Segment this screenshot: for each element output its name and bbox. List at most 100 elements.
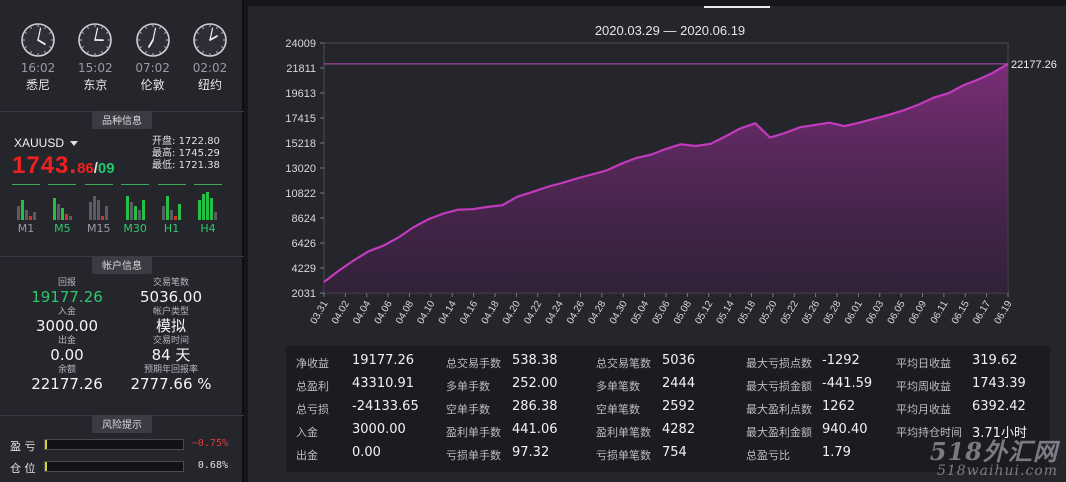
timeframe-label: H1	[163, 222, 180, 235]
risk-label: 仓 位	[10, 462, 36, 475]
open-label: 开盘:	[152, 136, 176, 147]
account-key: 入金	[57, 307, 76, 317]
stat-key: 空单笔数	[596, 403, 640, 416]
strength-bars	[121, 184, 150, 220]
strength-bar	[93, 196, 97, 220]
account-key: 帐户类型	[152, 307, 189, 317]
clock-0: 16:02 悉尼	[16, 22, 60, 102]
x-tick-label: 06.03	[864, 299, 886, 327]
stat-value: 5036	[662, 353, 696, 368]
account-key: 交易时间	[152, 336, 189, 346]
y-tick-label: 15218	[285, 138, 316, 150]
y-tick-label: 2031	[292, 288, 316, 300]
strength-bar	[16, 206, 20, 220]
section-header-account: 帐户信息	[0, 256, 244, 274]
stat-key: 平均持仓时间	[896, 426, 962, 439]
stat-value: 1743.39	[972, 376, 1026, 391]
stat-value: -1292	[822, 353, 860, 368]
x-tick-label: 06.19	[993, 299, 1015, 327]
stat-key: 多单手数	[446, 380, 490, 393]
y-tick-label: 8624	[292, 213, 316, 225]
stat-key: 出金	[296, 449, 318, 462]
timeframe-label: M30	[123, 222, 147, 235]
risk-bar	[44, 439, 184, 450]
stat-key: 盈利单手数	[446, 426, 501, 439]
stat-value: 2592	[662, 399, 696, 414]
y-tick-label: 21811	[286, 63, 316, 75]
strength-bar	[125, 196, 129, 220]
section-title: 帐户信息	[92, 256, 152, 274]
x-tick-label: 04.10	[415, 299, 437, 327]
timeframe-m1: M1	[12, 184, 40, 236]
clock-city: 伦敦	[140, 78, 165, 92]
symbol-selector[interactable]: XAUUSD	[14, 136, 79, 150]
stat-value: 1.79	[822, 445, 851, 460]
x-tick-label: 04.30	[608, 299, 630, 327]
y-tick-label: 13020	[285, 163, 316, 175]
y-tick-label: 10822	[285, 188, 316, 200]
chevron-down-icon[interactable]	[70, 141, 79, 147]
account-value: 0.00	[50, 346, 84, 364]
account-value: 19177.26	[31, 288, 103, 306]
symbol-name[interactable]: XAUUSD	[14, 136, 65, 150]
stat-key: 最大盈利点数	[746, 403, 812, 416]
x-tick-label: 04.06	[373, 299, 395, 327]
strength-bar	[68, 216, 72, 220]
timeframe-label: M15	[87, 222, 111, 235]
account-key: 交易笔数	[152, 278, 189, 288]
clock-time: 16:02	[20, 61, 56, 75]
strength-bar	[141, 200, 145, 220]
stats-row: 出金 0.00 亏损单手数 97.32 亏损单笔数 754 总盈亏比 1.79	[286, 442, 1050, 464]
ohl-panel: 开盘: 1722.80 最高: 1745.29 最低: 1721.38	[152, 136, 220, 172]
stat-key: 净收益	[296, 357, 329, 370]
low-value: 1721.38	[178, 160, 220, 171]
price-main: 1743.	[12, 152, 78, 179]
timeframe-label: M1	[17, 222, 35, 235]
open-value: 1722.80	[178, 136, 220, 147]
stat-key: 亏损单笔数	[596, 449, 651, 462]
x-tick-label: 05.12	[693, 299, 715, 327]
x-tick-label: 03.31	[309, 299, 331, 327]
strength-bar	[97, 200, 101, 220]
y-tick-label: 4229	[292, 263, 316, 275]
account-left-column: 回报 19177.26 入金 3000.00 出金 0.00 余额 22177.26	[12, 278, 122, 394]
x-tick-label: 04.28	[586, 299, 608, 327]
y-tick-label: 17415	[285, 113, 316, 125]
high-label: 最高:	[152, 148, 176, 159]
strength-bars	[193, 184, 222, 220]
section-header-risk: 风险提示	[0, 415, 244, 433]
stat-key: 最大盈利金额	[746, 426, 812, 439]
x-tick-label: 06.15	[950, 299, 972, 327]
watermark-line1: 518外汇网	[929, 437, 1058, 466]
account-value: 5036.00	[139, 288, 203, 306]
stats-row: 总盈利 43310.91 多单手数 252.00 多单笔数 2444 最大亏损金额 -441.…	[286, 373, 1050, 395]
stat-value: 3000.00	[352, 422, 406, 437]
chart-title: 2020.03.29 — 2020.06.19	[595, 23, 745, 38]
strength-bar	[162, 206, 166, 220]
risk-bar-fill	[45, 440, 47, 449]
stat-value: 252.00	[512, 376, 558, 391]
x-tick-label: 05.20	[757, 299, 779, 327]
x-tick-label: 04.18	[480, 299, 502, 327]
stat-value: 940.40	[822, 422, 868, 437]
account-right-column: 交易笔数 5036.00 帐户类型 模拟 交易时间 84 天预期年回报率 2777.66 %	[116, 278, 226, 394]
risk-row: 仓 位 0.68%	[10, 460, 236, 475]
high-value: 1745.29	[178, 148, 220, 159]
world-clocks: 16:02 悉尼 15:02 东京 07:02 伦敦 02:02 纽约	[16, 22, 232, 102]
section-header-symbol: 品种信息	[0, 111, 244, 129]
strength-bar	[133, 206, 137, 220]
account-value: 22177.26	[31, 375, 103, 393]
stat-value: 441.06	[512, 422, 558, 437]
stat-value: 43310.91	[352, 376, 415, 391]
x-tick-label: 04.14	[437, 299, 459, 327]
stat-key: 总盈利	[296, 380, 329, 393]
x-tick-label: 04.22	[522, 299, 544, 327]
x-tick-label: 05.06	[651, 299, 673, 327]
stat-value: 3.71小时	[972, 426, 1027, 441]
strength-bar	[129, 202, 133, 220]
stats-row: 总亏损 -24133.65 空单手数 286.38 空单笔数 2592 最大盈利点数 1262…	[286, 396, 1050, 418]
account-key: 余额	[57, 365, 76, 375]
strength-bar	[28, 216, 32, 220]
account-value: 2777.66 %	[130, 375, 212, 393]
price-separator: /	[93, 160, 98, 177]
